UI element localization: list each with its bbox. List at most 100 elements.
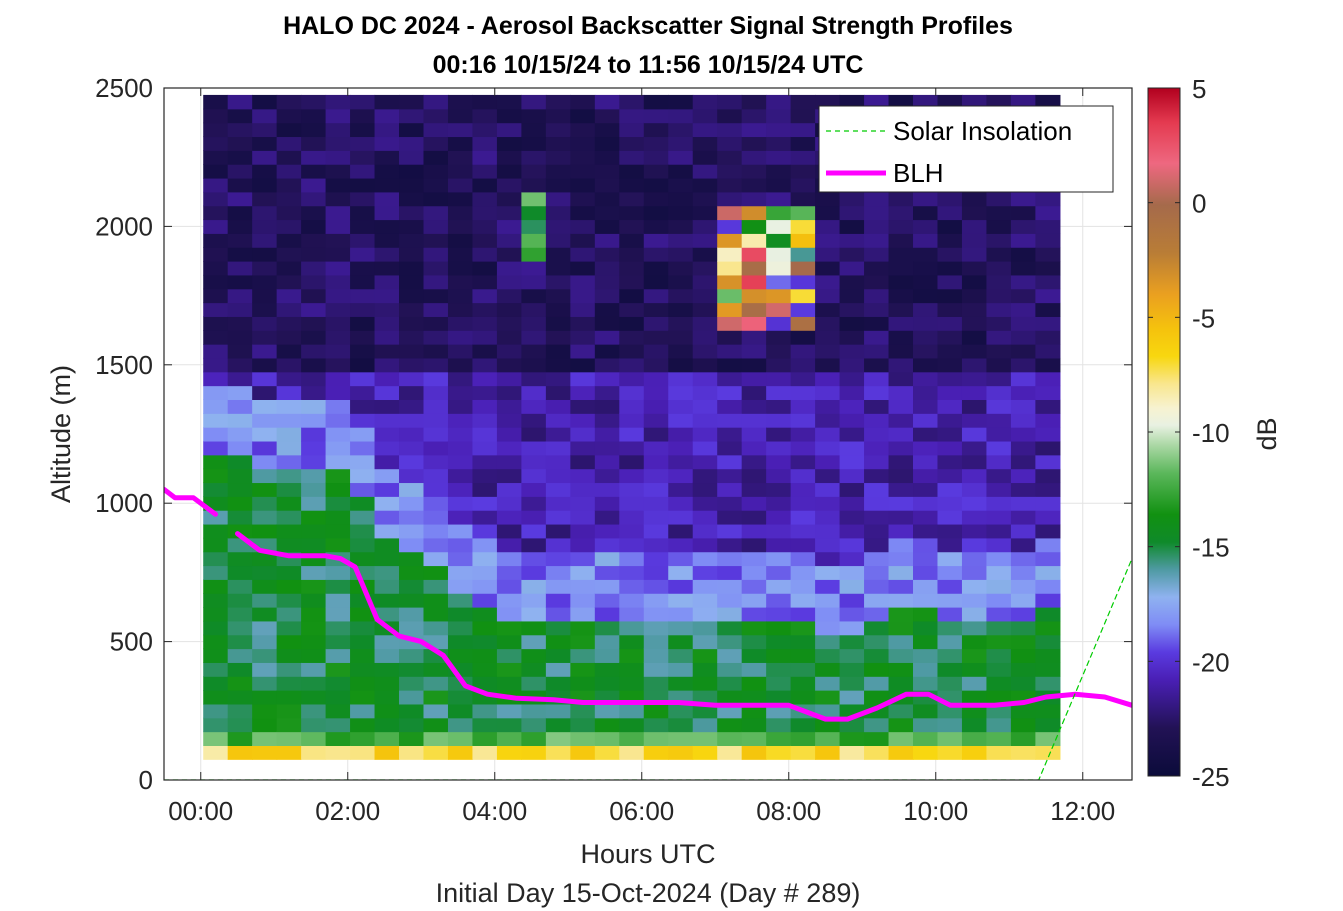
heatmap-cell: [252, 607, 278, 622]
heatmap-cell: [692, 177, 718, 193]
heatmap-cell: [203, 371, 229, 387]
heatmap-cell: [423, 385, 449, 400]
heatmap-cell: [301, 690, 327, 705]
heatmap-cell: [350, 205, 376, 221]
heatmap-cell: [399, 468, 425, 484]
heatmap-cell: [668, 482, 694, 497]
heatmap-cell: [496, 316, 522, 331]
heatmap-cell: [888, 620, 914, 636]
heatmap-cell: [276, 164, 302, 179]
heatmap-cell: [619, 399, 645, 414]
heatmap-cell: [961, 440, 988, 456]
heatmap-cell: [472, 164, 498, 179]
heatmap-cell: [374, 122, 400, 138]
heatmap-cell: [937, 482, 963, 497]
heatmap-cell: [447, 523, 474, 539]
legend-label-solar: Solar Insolation: [893, 116, 1072, 146]
heatmap-cell: [619, 496, 645, 511]
heatmap-cell: [570, 454, 596, 470]
heatmap-cell: [1010, 482, 1036, 497]
heatmap-cell: [717, 150, 743, 165]
heatmap-cell: [227, 551, 253, 567]
heatmap-cell: [423, 247, 449, 262]
heatmap-cell: [643, 537, 669, 553]
heatmap-cell: [1010, 371, 1036, 387]
heatmap-cell: [961, 731, 988, 746]
heatmap-cell: [594, 579, 620, 594]
heatmap-cell: [325, 745, 351, 760]
heatmap-cell: [986, 745, 1012, 760]
heatmap-cell: [447, 634, 474, 650]
heatmap-cell: [521, 344, 547, 359]
heatmap-cell: [741, 122, 767, 138]
heatmap-cell: [717, 136, 743, 151]
heatmap-cell: [203, 330, 229, 345]
heatmap-cell: [692, 496, 718, 511]
heatmap-cell: [227, 676, 253, 691]
heatmap-cell: [986, 191, 1012, 207]
heatmap-cell: [276, 745, 302, 760]
heatmap-cell: [1010, 261, 1036, 276]
heatmap-cell: [937, 191, 963, 207]
heatmap-cell: [227, 399, 253, 414]
heatmap-cell: [203, 316, 229, 331]
heatmap-cell: [594, 593, 620, 608]
heatmap-cell: [570, 177, 596, 193]
heatmap-cell: [276, 330, 302, 345]
heatmap-cell: [350, 454, 376, 470]
heatmap-cell: [252, 94, 278, 110]
heatmap-cell: [888, 191, 914, 207]
heatmap-cell: [643, 164, 669, 179]
heatmap-cell: [986, 579, 1012, 594]
heatmap-cell: [937, 233, 963, 248]
heatmap-cell: [276, 385, 302, 400]
heatmap-cell: [1035, 496, 1061, 511]
heatmap-cell: [227, 496, 253, 511]
chart-title: HALO DC 2024 - Aerosol Backscatter Signa…: [283, 12, 1013, 40]
heatmap-cell: [864, 551, 890, 567]
heatmap-cell: [423, 191, 449, 207]
heatmap-cell: [545, 385, 571, 400]
heatmap-cell: [937, 648, 963, 663]
heatmap-cell: [301, 385, 327, 400]
heatmap-cell: [521, 177, 547, 193]
heatmap-cell: [399, 523, 425, 539]
heatmap-cell: [1035, 344, 1061, 359]
heatmap-cell: [717, 745, 743, 760]
heatmap-cell: [399, 385, 425, 400]
heatmap-cell: [545, 274, 571, 290]
heatmap-cell: [937, 496, 963, 511]
heatmap-cell: [839, 219, 865, 234]
heatmap-cell: [570, 330, 596, 345]
heatmap-cell: [766, 676, 792, 691]
heatmap-cell: [472, 607, 498, 622]
heatmap-cell: [888, 247, 914, 262]
heatmap-cell: [692, 164, 718, 179]
heatmap-cell: [227, 108, 253, 124]
heatmap-cell: [986, 468, 1012, 484]
heatmap-cell: [203, 164, 229, 179]
heatmap-cell: [766, 177, 792, 193]
heatmap-cell: [619, 150, 645, 165]
heatmap-cell: [350, 551, 376, 567]
heatmap-cell: [496, 399, 522, 414]
heatmap-cell: [447, 648, 474, 663]
heatmap-cell: [252, 593, 278, 608]
heatmap-cell: [1035, 413, 1061, 428]
heatmap-cell: [668, 177, 694, 193]
heatmap-cell: [717, 496, 743, 511]
heatmap-cell: [325, 274, 351, 290]
heatmap-cell: [472, 745, 498, 760]
heatmap-cell: [839, 371, 865, 387]
heatmap-cell: [570, 247, 596, 262]
heatmap-cell: [619, 330, 645, 345]
heatmap-cell: [692, 344, 718, 359]
heatmap-cell: [619, 510, 645, 525]
heatmap-cell: [374, 94, 400, 110]
heatmap-cell: [888, 523, 914, 539]
heatmap-cell: [570, 385, 596, 400]
heatmap-cell: [741, 427, 767, 442]
heatmap-cell: [643, 593, 669, 608]
heatmap-cell: [619, 371, 645, 387]
heatmap-cell: [790, 454, 816, 470]
